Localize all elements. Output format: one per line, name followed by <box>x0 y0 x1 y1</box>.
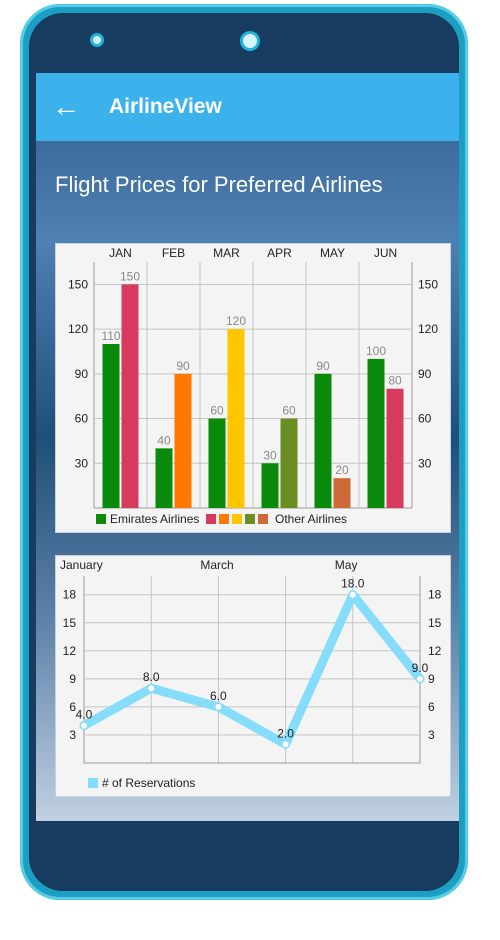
bar-emirates <box>314 373 332 508</box>
bar-chart-category-label: MAR <box>213 246 240 260</box>
reservations-data-label: 8.0 <box>143 670 160 684</box>
legend-label-other: Other Airlines <box>275 512 347 526</box>
line-chart-y-tick-label-left: 6 <box>69 700 76 714</box>
line-chart-y-tick-label-left: 15 <box>63 616 77 630</box>
bar-chart-category-label: APR <box>267 246 292 260</box>
bar-value-label: 110 <box>101 329 120 343</box>
bar-emirates <box>367 358 385 508</box>
line-chart-y-tick-label-right: 3 <box>428 728 435 742</box>
bar-value-label: 150 <box>120 269 140 283</box>
bar-value-label: 120 <box>226 314 246 328</box>
app-title: AirlineView <box>109 95 222 118</box>
line-chart-y-tick-label-right: 6 <box>428 700 435 714</box>
bar-other <box>333 478 351 508</box>
flight-prices-chart-card: 30 30 60 60 90 90 120 120 150 150 JAN FEB MAR APR MAY J… <box>55 243 451 533</box>
legend-label-reservations: # of Reservations <box>102 776 195 790</box>
bar-value-label: 20 <box>335 463 349 477</box>
reservations-data-label: 4.0 <box>76 708 93 722</box>
reservations-data-label: 18.0 <box>341 577 365 591</box>
bar-value-label: 60 <box>282 404 296 418</box>
line-chart-y-tick-label-left: 3 <box>69 728 76 742</box>
line-chart-y-tick-label-right: 18 <box>428 588 442 602</box>
line-chart-y-tick-label-left: 9 <box>69 672 76 686</box>
reservations-series-line <box>79 590 425 749</box>
reservations-data-point <box>81 722 87 729</box>
front-camera <box>243 34 257 48</box>
line-chart-y-tick-label-right: 9 <box>428 672 435 686</box>
bar-chart-y-tick-label-right: 90 <box>418 367 432 381</box>
bar-emirates <box>155 448 173 508</box>
bar-chart-y-tick-label-right: 30 <box>418 456 432 470</box>
bar-emirates <box>208 418 226 508</box>
bar-value-label: 80 <box>388 374 402 388</box>
reservations-data-label: 6.0 <box>210 689 227 703</box>
bar-value-label: 40 <box>157 433 171 447</box>
bar-chart-y-tick-label-left: 120 <box>68 322 88 336</box>
legend-swatch-other <box>245 514 255 524</box>
legend-label-emirates: Emirates Airlines <box>110 512 199 526</box>
bar-chart-category-label: FEB <box>162 246 185 260</box>
speaker-dot <box>93 36 101 44</box>
bar-other <box>121 284 139 508</box>
bar-chart-category-label: JAN <box>109 246 132 260</box>
bar-other <box>280 418 298 508</box>
reservations-data-point <box>282 741 289 748</box>
bar-value-label: 90 <box>176 359 190 373</box>
line-chart-y-tick-label-right: 12 <box>428 644 442 658</box>
bar-emirates <box>261 463 279 508</box>
reservations-data-point <box>417 675 423 682</box>
bar-chart-y-tick-label-left: 90 <box>75 367 89 381</box>
back-arrow-icon[interactable]: ← <box>52 91 80 122</box>
flight-prices-bar-chart: 30 30 60 60 90 90 120 120 150 150 JAN FEB MAR APR MAY J… <box>68 246 438 526</box>
legend-swatch-other <box>206 514 216 524</box>
bar-other <box>174 373 192 508</box>
reservations-data-point <box>215 703 222 710</box>
reservations-data-point <box>349 591 356 598</box>
line-chart-y-tick-label-left: 12 <box>63 644 77 658</box>
bar-chart-category-label: JUN <box>374 246 397 260</box>
bar-other <box>227 329 245 508</box>
legend-swatch-other <box>219 514 229 524</box>
bar-chart-y-tick-label-right: 120 <box>418 322 438 336</box>
line-chart-y-tick-label-right: 15 <box>428 616 442 630</box>
reservations-line-chart: 3 3 6 6 9 9 12 12 15 15 18 18 January March May 4.0 8.0 6… <box>60 558 442 790</box>
phone-frame: ← AirlineView Flight Prices for Preferre… <box>20 4 468 900</box>
bar-chart-y-tick-label-left: 150 <box>68 277 88 291</box>
line-chart-x-tick-label: January <box>60 558 103 572</box>
app-screen: ← AirlineView Flight Prices for Preferre… <box>36 73 459 835</box>
line-chart-x-tick-label: March <box>200 558 233 572</box>
legend-swatch-emirates <box>96 514 106 524</box>
bar-value-label: 100 <box>366 344 386 358</box>
legend-swatch-other <box>232 514 242 524</box>
bar-chart-y-tick-label-left: 30 <box>75 456 89 470</box>
reservations-data-point <box>148 685 155 692</box>
phone-bottom-bezel <box>29 821 459 891</box>
line-chart-y-tick-label-left: 18 <box>63 588 77 602</box>
reservations-data-label: 2.0 <box>277 726 294 740</box>
page-heading: Flight Prices for Preferred Airlines <box>55 172 383 197</box>
legend-swatch-reservations <box>88 778 98 788</box>
bar-other <box>386 388 404 508</box>
app-bar: ← AirlineView <box>36 73 459 141</box>
line-chart-x-tick-label: May <box>335 558 358 572</box>
bar-chart-y-tick-label-right: 60 <box>418 412 432 426</box>
bar-chart-y-tick-label-right: 150 <box>418 277 438 291</box>
bar-chart-category-label: MAY <box>320 246 345 260</box>
bar-value-label: 90 <box>316 359 330 373</box>
reservations-chart-card: 3 3 6 6 9 9 12 12 15 15 18 18 January March May 4.0 8.0 6… <box>55 555 451 797</box>
bar-chart-y-tick-label-left: 60 <box>75 412 89 426</box>
bar-value-label: 30 <box>263 448 277 462</box>
legend-swatch-other <box>258 514 268 524</box>
reservations-data-label: 9.0 <box>412 661 429 675</box>
bar-value-label: 60 <box>210 404 224 418</box>
phone-body: ← AirlineView Flight Prices for Preferre… <box>29 13 459 891</box>
bar-emirates <box>102 344 120 508</box>
